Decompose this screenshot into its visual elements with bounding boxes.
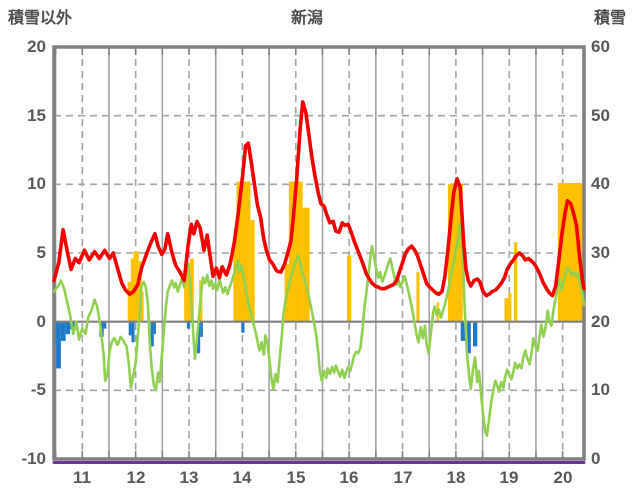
x-axis-tick-label: 13: [179, 468, 199, 487]
x-axis-tick-label: 19: [499, 468, 519, 487]
y-axis-tick-label-left: 20: [27, 37, 46, 56]
negative-blue-bars: [197, 321, 201, 354]
negative-blue-bars: [467, 321, 471, 354]
y-axis-tick-label-right: 60: [591, 37, 610, 56]
chart-title: 新潟: [290, 10, 323, 27]
x-axis-tick-label: 12: [126, 468, 146, 487]
green-line: [52, 221, 586, 438]
x-axis-tick-label: 18: [446, 468, 466, 487]
y-axis-tick-label-right: 20: [591, 312, 610, 331]
snow-depth-bars: [416, 272, 420, 322]
negative-blue-bars: [56, 321, 61, 369]
negative-blue-bars: [103, 321, 107, 329]
snow-depth-bars: [233, 240, 237, 322]
plot-frame: [52, 45, 586, 461]
y-axis-tick-label-left: 10: [27, 174, 46, 193]
snow-depth-bars: [347, 255, 352, 322]
x-axis-tick-label: 20: [553, 468, 573, 487]
negative-blue-bars: [65, 321, 70, 335]
right-axis-title: 積雪: [593, 10, 626, 27]
negative-blue-bars: [60, 321, 66, 341]
negative-blue-bars: [186, 321, 191, 329]
snow-depth-bars: [236, 181, 251, 322]
snow-depth-bars: [514, 242, 518, 322]
y-axis-tick-label-right: 0: [591, 449, 601, 468]
snow-depth-bars: [186, 262, 191, 322]
x-axis-tick-label: 17: [393, 468, 413, 487]
y-axis-tick-label-right: 10: [591, 380, 610, 399]
negative-blue-bars: [131, 321, 135, 343]
negative-blue-bars: [241, 321, 245, 333]
negative-blue-bars: [473, 321, 478, 347]
snow-depth-bars: [127, 281, 131, 322]
x-axis-tick-label: 11: [73, 468, 91, 487]
negative-blue-bars: [150, 321, 154, 347]
x-axis-tick-label: 15: [286, 468, 306, 487]
y-axis-tick-label-right: 40: [591, 174, 610, 193]
snow-depth-bars: [141, 291, 144, 322]
red-line: [52, 100, 586, 298]
negative-blue-bars: [128, 321, 132, 336]
snow-depth-bars: [250, 220, 255, 322]
left-axis-title: 積雪以外: [8, 10, 73, 27]
snow-depth-bars: [302, 207, 310, 322]
snow-depth-bars: [130, 258, 134, 322]
x-axis-tick-label: 16: [339, 468, 359, 487]
y-axis-tick-label-right: 50: [591, 106, 610, 125]
y-axis-tick-label-left: -5: [30, 380, 46, 399]
snow-depth-bars: [504, 298, 509, 322]
y-axis-tick-label-left: 5: [36, 243, 46, 262]
y-axis-tick-label-left: 0: [36, 312, 46, 331]
y-axis-tick-label-left: 15: [27, 106, 46, 125]
y-axis-tick-label-right: 30: [591, 243, 610, 262]
snow-depth-bars: [508, 292, 512, 322]
y-axis-tick-label-left: -10: [21, 449, 46, 468]
negative-blue-bars: [200, 321, 203, 337]
negative-blue-bars: [460, 321, 465, 341]
x-axis-tick-label: 14: [232, 468, 252, 487]
snow-depth-bars: [184, 268, 187, 322]
negative-blue-bars: [153, 321, 156, 335]
